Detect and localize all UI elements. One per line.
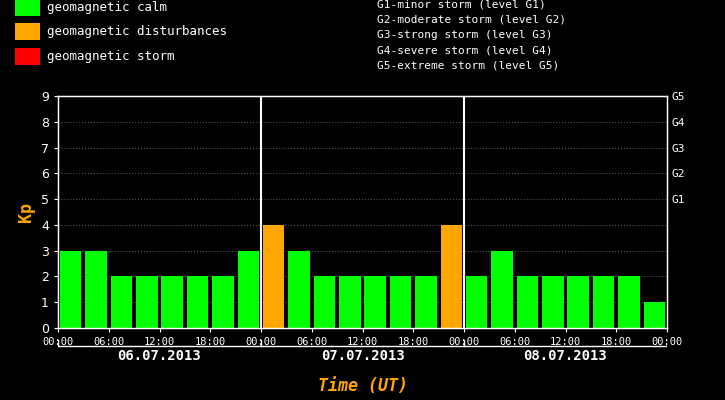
Bar [593,276,614,328]
Bar [263,225,284,328]
Bar [212,276,233,328]
Text: Time (UT): Time (UT) [318,377,407,395]
Bar [136,276,157,328]
Bar [365,276,386,328]
Bar [415,276,436,328]
Bar [542,276,563,328]
Bar [60,251,81,328]
Bar [644,302,665,328]
Text: G5-extreme storm (level G5): G5-extreme storm (level G5) [377,61,559,71]
Bar [390,276,411,328]
Bar [568,276,589,328]
Bar [314,276,335,328]
Bar [187,276,208,328]
FancyBboxPatch shape [14,0,40,16]
Bar [238,251,259,328]
Y-axis label: Kp: Kp [17,202,36,222]
Text: geomagnetic calm: geomagnetic calm [47,0,167,14]
Text: 06.07.2013: 06.07.2013 [117,349,202,363]
Bar [517,276,538,328]
Text: G2-moderate storm (level G2): G2-moderate storm (level G2) [377,15,566,25]
Bar [289,251,310,328]
FancyBboxPatch shape [14,48,40,65]
Bar [492,251,513,328]
Bar [618,276,639,328]
Text: G4-severe storm (level G4): G4-severe storm (level G4) [377,46,552,56]
Text: geomagnetic storm: geomagnetic storm [47,50,175,63]
Bar [162,276,183,328]
Text: 07.07.2013: 07.07.2013 [320,349,405,363]
Bar [441,225,462,328]
Text: 08.07.2013: 08.07.2013 [523,349,608,363]
Text: geomagnetic disturbances: geomagnetic disturbances [47,25,227,38]
FancyBboxPatch shape [14,23,40,40]
Text: G1-minor storm (level G1): G1-minor storm (level G1) [377,0,546,9]
Bar [86,251,107,328]
Text: G3-strong storm (level G3): G3-strong storm (level G3) [377,30,552,40]
Bar [466,276,487,328]
Bar [339,276,360,328]
Bar [111,276,132,328]
